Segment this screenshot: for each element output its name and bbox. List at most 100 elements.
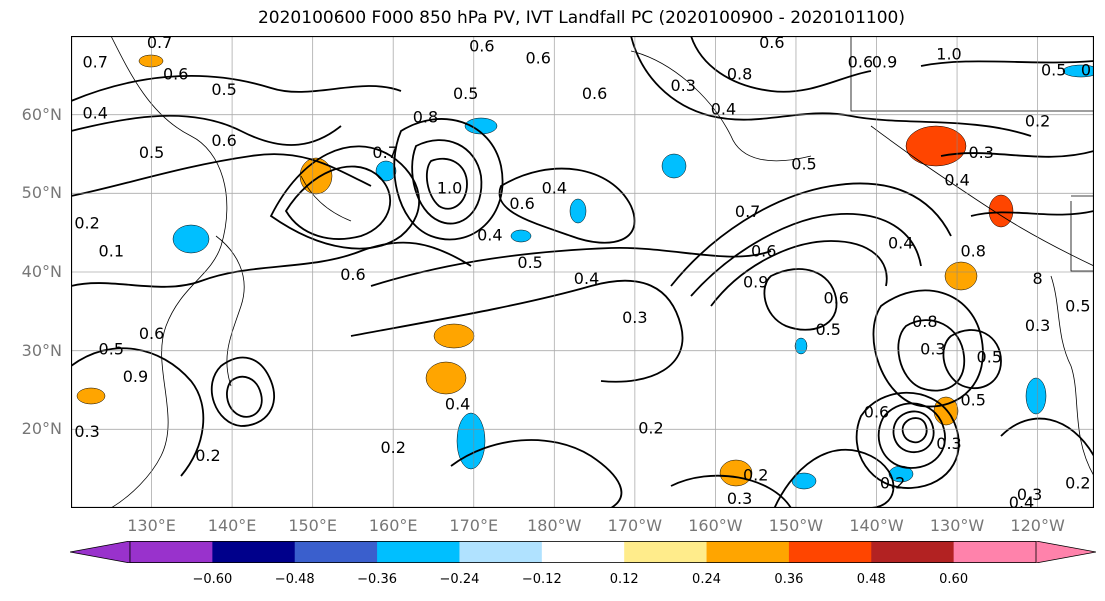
pv-contour [940,150,1094,158]
contour-label: 0.5 [791,155,816,174]
pc-shading-patch [138,54,164,68]
coastline [1070,201,1094,272]
colorbar-bin [212,541,296,563]
contour-label: 0.5 [139,143,164,162]
colorbar-tick-label: 0.48 [856,572,886,587]
pv-contour [425,157,468,210]
lon-tick-label: 160°E [368,516,418,535]
contour-label: 0.7 [82,52,107,71]
colorbar-bin [624,541,708,563]
coastline [850,36,1094,112]
contour-label: 1.0 [936,45,961,64]
colorbar-bin [541,541,625,563]
pv-contour [942,329,1002,389]
pc-shading-patch [433,323,475,349]
pv-contour [670,182,952,287]
lat-tick-label: 30°N [21,340,62,360]
pv-contour [670,474,792,508]
contour-label: 0.5 [1041,60,1066,79]
pv-contour [901,417,928,444]
contour-label: 0.2 [743,465,768,484]
contour-label: 0.8 [727,64,752,83]
coastline [630,50,812,162]
colorbar-bin [130,541,213,563]
contour-label: 0.3 [1025,316,1050,335]
pv-contour [411,139,483,225]
pv-contour [690,213,922,297]
pc-shading-patch [944,261,978,291]
lat-tick-label: 50°N [21,183,62,203]
contour-label: 0.6 [509,194,534,213]
contour-label: 0.6 [139,324,164,343]
pv-contour [71,153,372,197]
contour-label: 0.3 [74,422,99,441]
contour-label: 0.6 [469,37,494,56]
lat-tick-label: 60°N [21,104,62,124]
contour-label: 0.8 [413,108,438,127]
contour-label: 0.2 [638,418,663,437]
pc-shading-patch [375,160,397,182]
pv-contour [920,60,1094,67]
pc-shading-patch [794,337,808,355]
pv-contour [892,410,935,453]
coastline [1050,275,1094,477]
figure-title: 2020100600 F000 850 hPa PV, IVT Landfall… [257,8,905,28]
pv-contour [763,268,838,331]
contour-label: 0.6 [848,52,873,71]
contour-label: 0.9 [872,52,897,71]
pv-contour [226,376,263,418]
contour-label: 0.3 [969,143,994,162]
contour-label: 0.7 [735,202,760,221]
colorbar-tick-label: 0.12 [609,572,639,587]
colorbar-bin [871,541,955,563]
colorbar-tick-label: −0.60 [192,572,233,587]
coastline [110,36,228,508]
contour-label: 0.5 [211,80,236,99]
pv-contour [710,240,888,307]
map-panel: 0.70.70.60.50.40.50.60.20.10.50.60.60.6 0… [71,36,1094,508]
pv-contour [71,241,472,288]
colorbar-outline [129,541,1037,563]
lon-tick-label: 180°W [527,516,582,535]
contour-label: 0.7 [372,143,397,162]
contour-label: 1.0 [437,178,462,197]
colorbar [70,541,1096,563]
contour-label: 0.3 [670,76,695,95]
pv-contour [370,247,772,287]
contour-label-layer: 0.70.70.60.50.40.50.60.20.10.50.60.60.6 0… [74,36,1091,508]
contour-label: 0.4 [445,395,470,414]
contour-label: 0.8 [912,312,937,331]
pc-shading-patch [988,194,1014,228]
pv-contour [269,145,420,250]
contour-label: 0.2 [195,446,220,465]
pv-contour [897,319,965,392]
colorbar-bin [788,541,872,563]
contour-label: 0.2 [380,438,405,457]
lon-tick-label: 140°E [207,516,257,535]
lon-tick-label: 170°E [449,516,499,535]
pc-shading-patch [1025,377,1047,415]
contour-label: 0.7 [147,36,172,52]
contour-label: 0.1 [99,241,124,260]
contour-label: 0.4 [542,178,567,197]
colorbar-bin [294,541,378,563]
pv-contour [773,448,895,508]
contour-label: 0.2 [1025,111,1050,130]
contour-label: 0.2 [880,473,905,492]
contour-label: 0.3 [936,434,961,453]
pv-contour [1000,417,1094,457]
pv-contour [855,391,960,489]
contour-label: 0.6 [525,49,550,68]
colorbar-tick-label: 0.24 [692,572,721,587]
pc-shading-patch [905,125,967,167]
lon-tick-label: 160°W [688,516,743,535]
lon-tick-label: 170°W [607,516,663,535]
lon-tick-label: 150°E [288,516,337,535]
colorbar-bin [377,541,460,563]
colorbar-tick-label: 0.36 [774,572,804,587]
pv-contour [284,165,392,240]
colorbar-tick-label: −0.12 [521,572,562,587]
colorbar-tick-label: −0.36 [357,572,397,587]
lat-tick-label: 40°N [21,262,62,281]
pv-contour [393,118,504,241]
